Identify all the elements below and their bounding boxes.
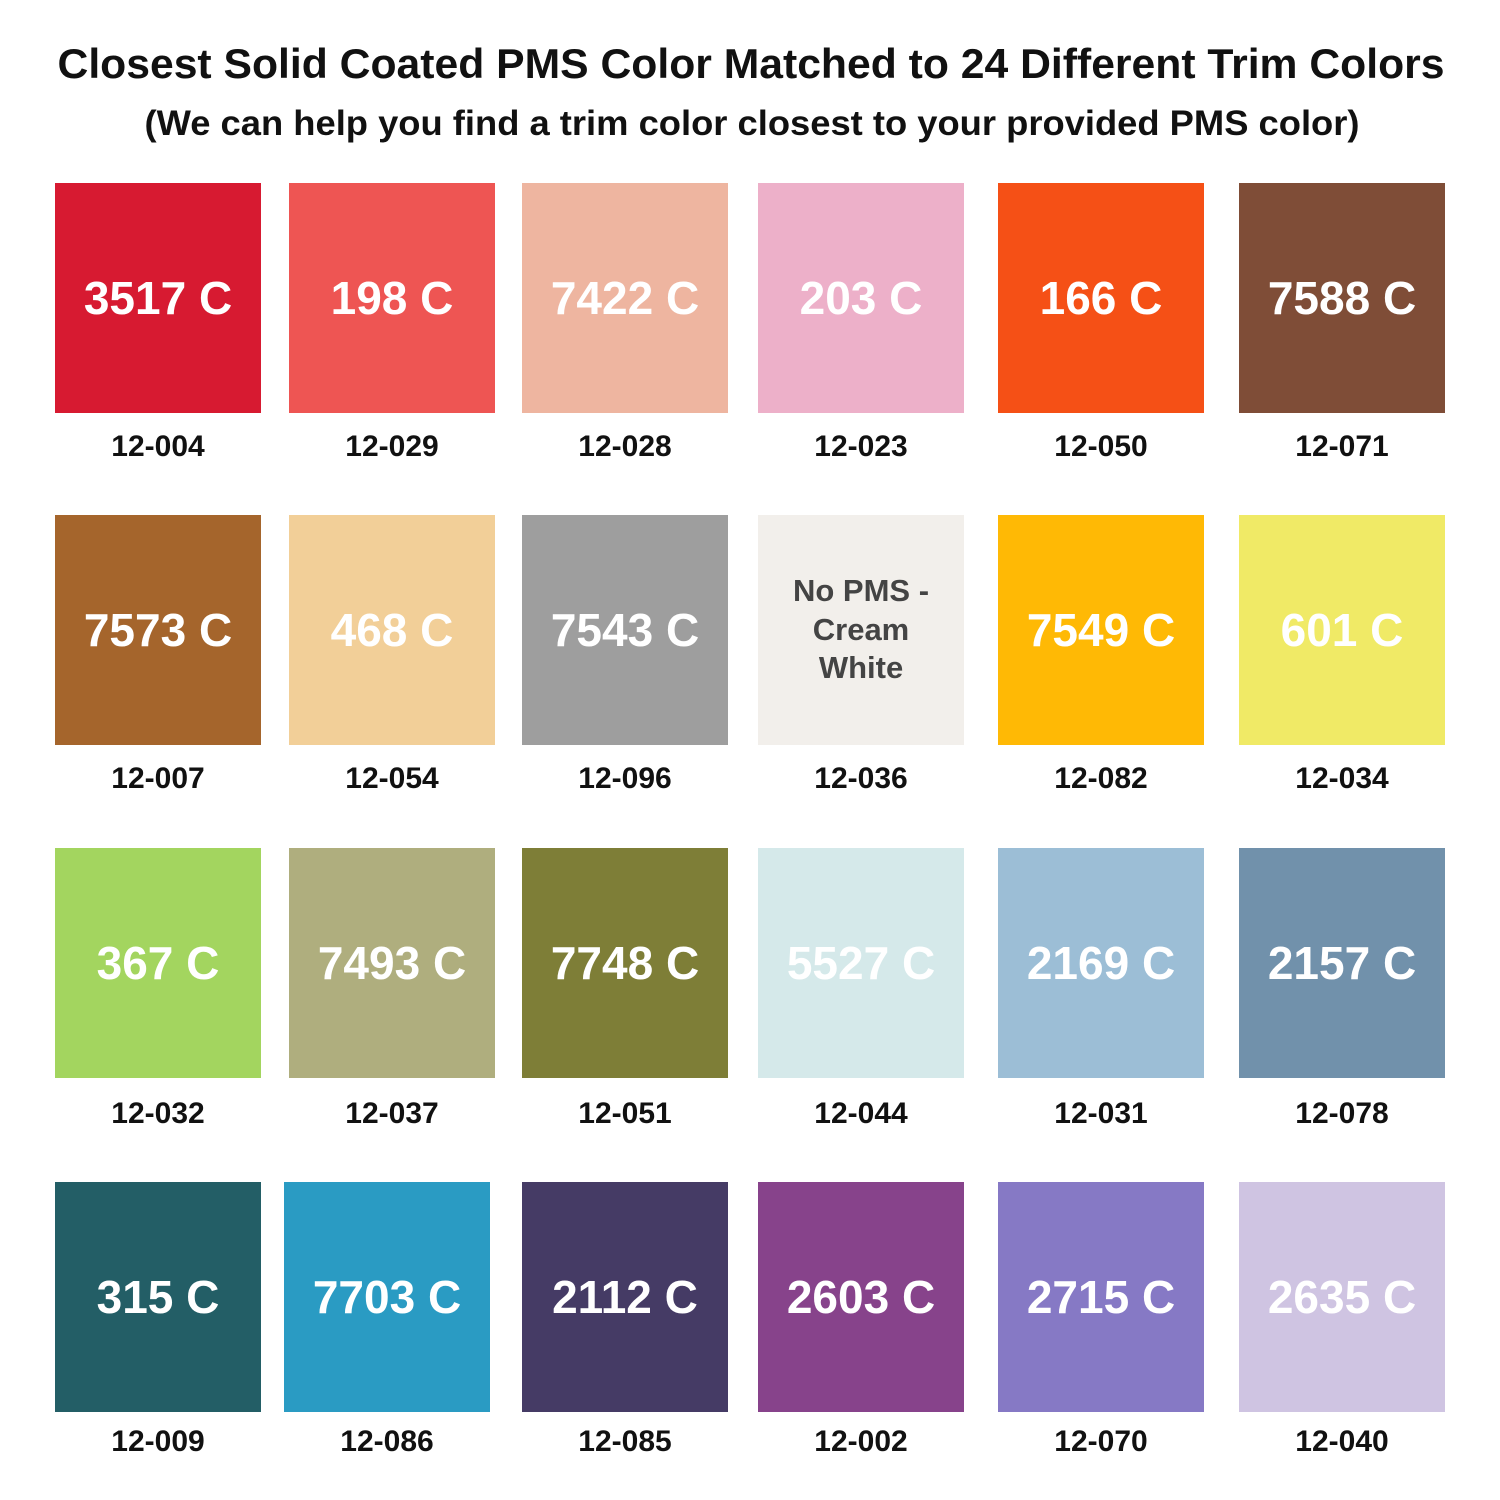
subtitle: (We can help you find a trim color close… (145, 104, 1360, 143)
trim-code: 12-032 (111, 1097, 205, 1130)
color-swatch: 315 C (55, 1182, 261, 1412)
color-swatch: 3517 C (55, 183, 261, 413)
trim-code: 12-050 (1054, 430, 1148, 463)
pms-label: 198 C (330, 271, 454, 324)
pms-label: 7493 C (317, 936, 467, 989)
trim-code: 12-085 (578, 1425, 672, 1458)
trim-code: 12-054 (345, 762, 439, 795)
pms-label: 2603 C (786, 1270, 936, 1323)
color-swatch: 2635 C (1239, 1182, 1445, 1412)
color-swatch: 2112 C (522, 1182, 728, 1412)
color-swatch: 468 C (289, 515, 495, 745)
color-swatch: 7549 C (998, 515, 1204, 745)
color-swatch: 203 C (758, 183, 964, 413)
pms-label: 7543 C (550, 603, 700, 656)
color-swatch: 7573 C (55, 515, 261, 745)
trim-code: 12-023 (814, 430, 908, 463)
color-swatch: 7703 C (284, 1182, 490, 1412)
color-swatch: 198 C (289, 183, 495, 413)
trim-code: 12-086 (340, 1425, 434, 1458)
trim-code: 12-002 (814, 1425, 908, 1458)
trim-code: 12-096 (578, 762, 672, 795)
trim-code: 12-004 (111, 430, 205, 463)
color-swatch: 2157 C (1239, 848, 1445, 1078)
pms-label: 2112 C (552, 1270, 698, 1323)
trim-code: 12-044 (814, 1097, 908, 1130)
trim-code: 12-009 (111, 1425, 205, 1458)
trim-code: 12-078 (1295, 1097, 1389, 1130)
color-swatch: No PMS - Cream White (758, 515, 964, 745)
trim-code: 12-028 (578, 430, 672, 463)
pms-label: 367 C (96, 936, 220, 989)
color-swatch: 5527 C (758, 848, 964, 1078)
trim-code: 12-070 (1054, 1425, 1148, 1458)
color-swatch: 2603 C (758, 1182, 964, 1412)
pms-label: 203 C (799, 271, 923, 324)
trim-code: 12-082 (1054, 762, 1148, 795)
trim-code: 12-029 (345, 430, 439, 463)
pms-label: 315 C (96, 1270, 220, 1323)
color-swatch: 7422 C (522, 183, 728, 413)
pms-label: No PMS - Cream White (792, 572, 930, 686)
trim-code: 12-037 (345, 1097, 439, 1130)
pms-label: 7422 C (550, 271, 700, 324)
color-swatch: 7748 C (522, 848, 728, 1078)
color-swatch: 166 C (998, 183, 1204, 413)
color-swatch: 601 C (1239, 515, 1445, 745)
pms-label: 601 C (1280, 603, 1404, 656)
trim-code: 12-071 (1295, 430, 1389, 463)
trim-code: 12-051 (578, 1097, 672, 1130)
trim-code: 12-036 (814, 762, 908, 795)
trim-code: 12-031 (1054, 1097, 1148, 1130)
color-swatch: 2169 C (998, 848, 1204, 1078)
pms-label: 3517 C (83, 271, 233, 324)
pms-label: 5527 C (786, 936, 936, 989)
title: Closest Solid Coated PMS Color Matched t… (58, 40, 1445, 87)
pms-label: 7588 C (1267, 271, 1417, 324)
pms-label: 7748 C (550, 936, 700, 989)
pms-label: 2169 C (1026, 936, 1176, 989)
color-swatch: 367 C (55, 848, 261, 1078)
pms-label: 468 C (330, 603, 454, 656)
color-swatch: 2715 C (998, 1182, 1204, 1412)
pms-label: 7549 C (1026, 603, 1176, 656)
pms-label: 7703 C (312, 1270, 462, 1323)
trim-code: 12-007 (111, 762, 205, 795)
header: Closest Solid Coated PMS Color Matched t… (58, 40, 1445, 143)
color-swatch: 7493 C (289, 848, 495, 1078)
color-swatch: 7588 C (1239, 183, 1445, 413)
pms-label: 166 C (1039, 271, 1163, 324)
color-swatch: 7543 C (522, 515, 728, 745)
pms-label: 2635 C (1267, 1270, 1417, 1323)
trim-code: 12-034 (1295, 762, 1389, 795)
pms-label: 2715 C (1026, 1270, 1176, 1323)
pms-label: 2157 C (1267, 936, 1417, 989)
trim-code: 12-040 (1295, 1425, 1389, 1458)
pms-label: 7573 C (83, 603, 233, 656)
